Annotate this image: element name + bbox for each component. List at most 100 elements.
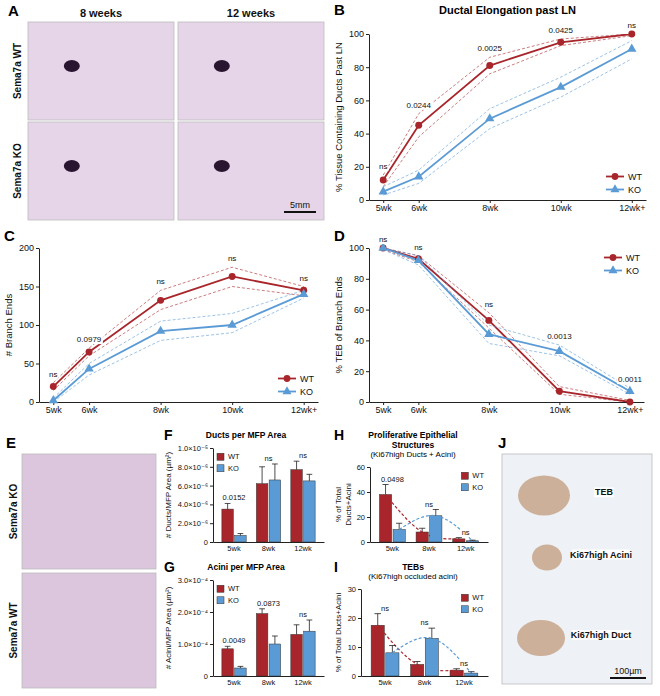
x-axis-line (370, 402, 645, 403)
p-value-group: ns (298, 451, 308, 460)
y-axis-line (370, 468, 371, 543)
scale-bar (284, 211, 316, 213)
tick-label: 10 (348, 643, 356, 652)
tick: 10wk (549, 402, 571, 415)
chart-title: Ducts per MFP Area (206, 430, 287, 440)
image-tile (28, 22, 174, 120)
bar (416, 532, 428, 542)
tick: 5wk (227, 678, 241, 687)
plot: 5wk8wk12wk02040600.0498nsnsWTKO (357, 463, 489, 553)
chart-title-line: TEBs (402, 562, 424, 572)
annotations: 0.0152nsns (222, 451, 309, 502)
error-cap (225, 503, 231, 504)
legend-label: WT (228, 584, 240, 593)
p-value-group: ns (227, 254, 237, 263)
tick: 12wk (457, 544, 475, 553)
x-axis: 5wk6wk8wk10wk12wk+ (370, 200, 647, 213)
tick-label: 3.0×10⁻⁴ (178, 576, 208, 585)
plot: 5wk8wk12wk02.0×10⁻⁶4.0×10⁻⁶6.0×10⁻⁶8.0×1… (178, 444, 325, 553)
image-label-group: TEB (594, 487, 614, 497)
x-axis: 5wk8wk12wk (214, 677, 325, 688)
error-stem (377, 614, 378, 626)
range-line (383, 41, 632, 187)
p-value: ns (462, 528, 470, 537)
p-value-group: 0.0152 (222, 493, 247, 502)
tick: 8wk (482, 200, 499, 213)
y-axis: 020406080100 (349, 243, 370, 407)
error-stem (262, 609, 263, 614)
range-line (53, 298, 303, 402)
tick-mark (210, 644, 213, 645)
panel-letter: H (334, 427, 344, 443)
tick-mark (36, 402, 39, 403)
tick-mark (210, 676, 213, 677)
legend-label: WT (228, 452, 240, 461)
tick: 5wk (227, 544, 241, 553)
error-cap (238, 533, 244, 534)
tick-mark (367, 467, 370, 468)
scale-bar (610, 677, 646, 679)
error-bar (294, 625, 300, 635)
p-value-patch (298, 451, 308, 460)
series-line (53, 294, 303, 400)
image-tile (178, 122, 324, 220)
legend-swatch (461, 472, 468, 479)
tick-label: 20 (354, 162, 364, 172)
y-axis-title: # Ducts/MFP Area (µm²) (164, 452, 173, 539)
tick: 6wk (411, 200, 428, 213)
error-bar (259, 609, 265, 614)
tick-label: 6.0×10⁻⁶ (178, 482, 208, 491)
panel-letter: C (4, 227, 15, 244)
marker (380, 177, 387, 184)
chart-title-line: Proliferative Epithelial (368, 430, 457, 440)
panel-letter: F (164, 427, 173, 443)
tick: 6.0×10⁻⁶ (178, 482, 213, 491)
chart-title: Ductal Elongation past LN (439, 4, 576, 16)
bar (466, 541, 478, 542)
legend-label: WT (626, 253, 640, 263)
tick-label: 2.0×10⁻⁴ (178, 608, 208, 617)
plot: 5wk6wk8wk10wk12wk+020406080100ns0.02440.… (349, 21, 647, 213)
tick-label: 100 (19, 320, 34, 330)
legend-item: WT (278, 374, 314, 384)
tick-mark (358, 676, 361, 677)
y-axis-title: # Acini/MFP Area (µm²) (164, 586, 173, 669)
legend-item: WT (606, 172, 642, 182)
p-value: ns (156, 277, 164, 286)
range-line (383, 250, 630, 395)
tick-label: 80 (354, 274, 364, 284)
p-value-patch (155, 277, 165, 286)
marker (84, 363, 93, 371)
x-axis-line (214, 676, 325, 677)
error-cap (238, 666, 244, 667)
p-value-patch (48, 370, 58, 379)
tick-mark (36, 248, 39, 249)
bar (269, 644, 281, 676)
tick-label: 100 (349, 29, 364, 39)
tick-label: 2.0×10⁻⁶ (178, 519, 208, 528)
legend-item: KO (278, 386, 313, 396)
error-stem (399, 523, 400, 529)
p-value-patch (298, 274, 308, 283)
series-line (383, 248, 630, 391)
annotations: ns0.02440.00250.0425ns (378, 21, 637, 171)
marker (486, 62, 493, 69)
error-stem (227, 503, 228, 509)
tick-mark (366, 340, 369, 341)
y-axis: 02.0×10⁻⁶4.0×10⁻⁶6.0×10⁻⁶8.0×10⁻⁶1.0×10⁻… (178, 444, 214, 547)
p-value: 0.0425 (549, 26, 574, 35)
error-stem (385, 485, 386, 495)
tick: 8wk (153, 402, 170, 415)
p-value: 0.0011 (618, 375, 642, 384)
tick: 6wk (411, 402, 428, 415)
tick-label: 5wk (378, 678, 392, 687)
y-axis-title: % of TotalDucts+Acini (334, 483, 353, 526)
tick-label: 40 (357, 488, 365, 497)
bars (222, 609, 315, 676)
error-stem (431, 628, 432, 638)
error-bar (272, 636, 278, 644)
row-label: Sema7a WT (8, 602, 19, 658)
legend-item: KO (217, 464, 239, 473)
p-value: 0.0152 (223, 493, 246, 502)
p-value-patch (256, 599, 281, 608)
